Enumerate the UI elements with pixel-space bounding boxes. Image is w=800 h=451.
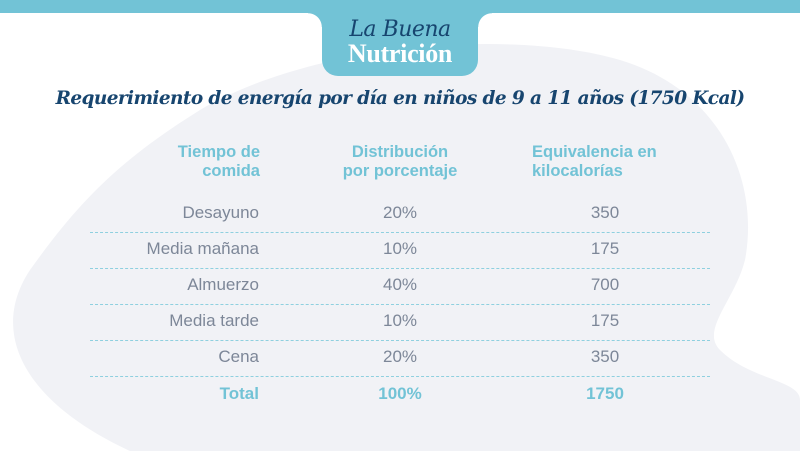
header-kcal: Equivalencia en kilocalorías	[532, 143, 732, 181]
percent-cell: 40%	[382, 275, 418, 294]
meal-cell: Media mañana	[146, 239, 259, 258]
kcal-cell: 350	[590, 347, 620, 366]
total-kcal: 1750	[586, 384, 624, 403]
table-total-row: Total 100% 1750	[90, 378, 710, 414]
meal-cell: Cena	[218, 347, 259, 366]
header-meal-time: Tiempo de comida	[100, 143, 260, 181]
table-row: Almuerzo 40% 700	[90, 269, 710, 305]
meal-cell: Desayuno	[182, 203, 259, 222]
meal-cell: Almuerzo	[187, 275, 259, 294]
total-label: Total	[219, 384, 259, 403]
percent-cell: 10%	[382, 239, 418, 258]
kcal-cell: 350	[590, 203, 620, 222]
table-row: Media mañana 10% 175	[90, 233, 710, 269]
total-percent: 100%	[378, 384, 422, 403]
table-row: Media tarde 10% 175	[90, 305, 710, 341]
header-percentage-line1: Distribución	[351, 143, 449, 161]
kcal-cell: 175	[590, 311, 620, 330]
kcal-cell: 175	[590, 239, 620, 258]
kcal-cell: 700	[590, 275, 620, 294]
brand-logo: La Buena Nutrición	[308, 0, 492, 76]
percent-cell: 20%	[382, 203, 418, 222]
header-kcal-line1: Equivalencia en	[532, 143, 657, 161]
row-divider	[90, 340, 710, 341]
header-percentage: Distribución por porcentaje	[320, 143, 480, 181]
percent-cell: 20%	[382, 347, 418, 366]
row-divider	[90, 376, 710, 377]
header-kcal-line2: kilocalorías	[532, 162, 623, 180]
row-divider	[90, 304, 710, 305]
percent-cell: 10%	[382, 311, 418, 330]
header-meal-time-line1: Tiempo de	[177, 143, 260, 161]
table-row: Cena 20% 350	[90, 341, 710, 377]
header-meal-time-line2: comida	[202, 162, 260, 180]
logo-line1: La Buena	[349, 17, 451, 42]
meal-cell: Media tarde	[169, 311, 259, 330]
logo-line2: Nutrición	[347, 39, 453, 68]
row-divider	[90, 268, 710, 269]
table-row: Desayuno 20% 350	[90, 197, 710, 233]
header-percentage-line2: por porcentaje	[342, 162, 458, 180]
page-title: Requerimiento de energía por día en niño…	[55, 88, 745, 109]
row-divider	[90, 232, 710, 233]
